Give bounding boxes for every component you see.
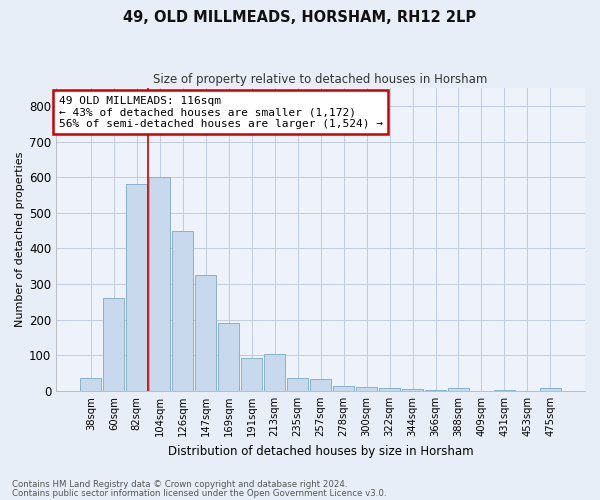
- Bar: [195, 275, 217, 391]
- X-axis label: Distribution of detached houses by size in Horsham: Distribution of detached houses by size …: [168, 444, 473, 458]
- Y-axis label: Number of detached properties: Number of detached properties: [15, 152, 25, 327]
- Bar: [287, 378, 308, 391]
- Bar: [310, 379, 331, 391]
- Bar: [80, 378, 101, 391]
- Bar: [425, 390, 446, 391]
- Bar: [402, 389, 423, 391]
- Text: Contains HM Land Registry data © Crown copyright and database right 2024.: Contains HM Land Registry data © Crown c…: [12, 480, 347, 489]
- Bar: [494, 390, 515, 391]
- Text: 49, OLD MILLMEADS, HORSHAM, RH12 2LP: 49, OLD MILLMEADS, HORSHAM, RH12 2LP: [124, 10, 476, 25]
- Bar: [218, 323, 239, 391]
- Title: Size of property relative to detached houses in Horsham: Size of property relative to detached ho…: [154, 72, 488, 86]
- Bar: [379, 388, 400, 391]
- Bar: [126, 184, 148, 391]
- Bar: [356, 386, 377, 391]
- Text: Contains public sector information licensed under the Open Government Licence v3: Contains public sector information licen…: [12, 488, 386, 498]
- Bar: [241, 358, 262, 391]
- Bar: [149, 177, 170, 391]
- Bar: [540, 388, 561, 391]
- Bar: [333, 386, 354, 391]
- Bar: [103, 298, 124, 391]
- Text: 49 OLD MILLMEADS: 116sqm
← 43% of detached houses are smaller (1,172)
56% of sem: 49 OLD MILLMEADS: 116sqm ← 43% of detach…: [59, 96, 383, 129]
- Bar: [172, 230, 193, 391]
- Bar: [448, 388, 469, 391]
- Bar: [264, 354, 285, 391]
